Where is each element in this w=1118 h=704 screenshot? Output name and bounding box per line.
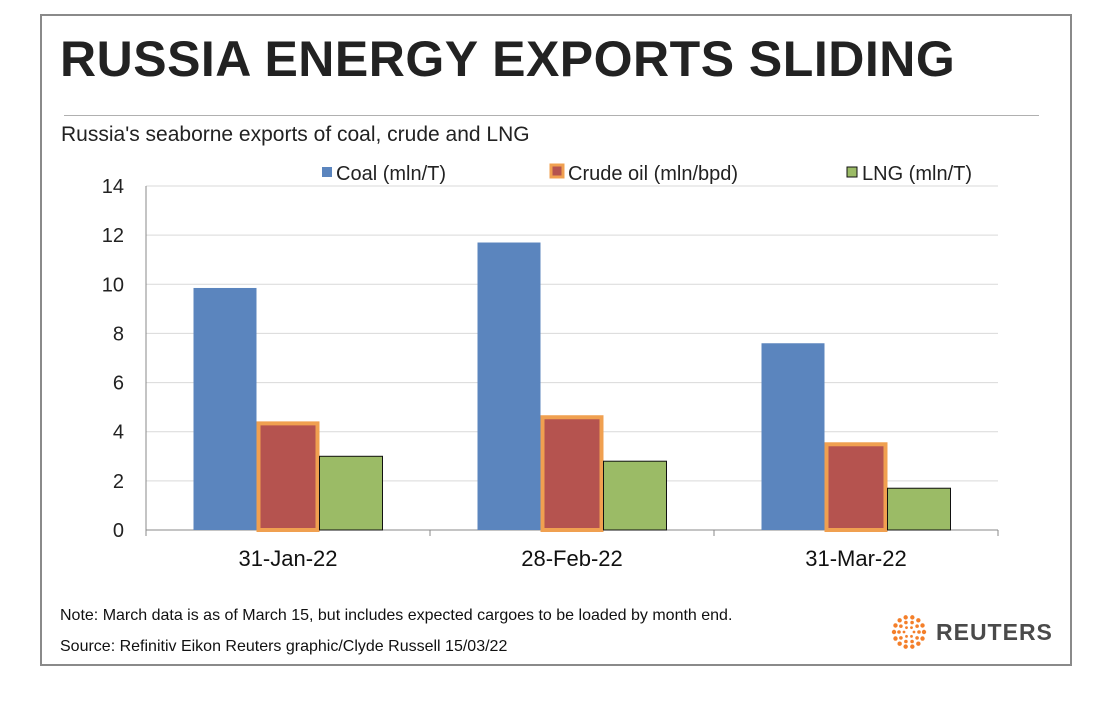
logo-dot (915, 624, 919, 628)
logo-dot (899, 636, 903, 640)
bar-crude-0 (256, 421, 320, 532)
legend-swatch-crude (549, 163, 565, 179)
source-credit: Source: Refinitiv Eikon Reuters graphic/… (60, 638, 508, 655)
x-tick-label: 28-Feb-22 (521, 546, 623, 571)
logo-dot (915, 636, 919, 640)
bar-lng-1 (603, 460, 667, 531)
logo-dot (910, 639, 914, 644)
bar-coal-2 (761, 343, 825, 530)
logo-dot (903, 644, 908, 649)
y-tick-label: 0 (113, 520, 124, 542)
logo-dot (897, 618, 902, 623)
y-tick-label: 4 (113, 422, 124, 444)
logo-dot (904, 639, 908, 644)
y-tick-label: 12 (102, 225, 124, 247)
logo-dot (910, 620, 914, 625)
logo-dot (903, 615, 908, 620)
y-tick-label: 14 (102, 176, 124, 198)
y-tick-label: 6 (113, 373, 124, 395)
logo-dot (902, 630, 906, 634)
logo-dot (899, 624, 903, 628)
bar-crude-1 (540, 415, 604, 532)
logo-dot (910, 615, 915, 620)
bar-coal-0 (193, 287, 257, 530)
bar-crude-2 (824, 442, 888, 532)
reuters-dot-logo-icon (891, 615, 927, 649)
logo-dot (893, 636, 898, 641)
legend-label: LNG (mln/T) (862, 163, 972, 185)
bar-lng-2 (887, 487, 951, 531)
logo-dot (921, 629, 927, 635)
logo-dot (916, 641, 921, 646)
y-tick-label: 2 (113, 471, 124, 493)
logo-dot (905, 634, 908, 638)
legend-label: Coal (mln/T) (336, 163, 446, 185)
logo-dot (891, 629, 897, 635)
y-tick-label: 8 (113, 323, 124, 345)
logo-dot (897, 641, 902, 646)
chart-title: RUSSIA ENERGY EXPORTS SLIDING (60, 31, 956, 87)
footnote: Note: March data is as of March 15, but … (60, 607, 733, 624)
bar-lng-0 (319, 455, 383, 531)
legend-swatch-coal (322, 167, 332, 177)
chart-subtitle: Russia's seaborne exports of coal, crude… (61, 123, 530, 146)
title-divider (64, 115, 1039, 116)
logo-dot (920, 623, 925, 628)
logo-dot (912, 630, 916, 634)
logo-dot (916, 618, 921, 623)
x-tick-label: 31-Mar-22 (805, 546, 906, 571)
logo-dot (920, 636, 925, 641)
logo-dot (893, 623, 898, 628)
legend-label: Crude oil (mln/bpd) (568, 163, 738, 185)
logo-dot (897, 630, 901, 634)
legend-swatch-lng (846, 166, 858, 178)
logo-dot (910, 644, 915, 649)
bar-coal-1 (477, 242, 541, 530)
brand-name: REUTERS (936, 618, 1053, 645)
logo-dot (910, 634, 913, 638)
y-tick-label: 10 (102, 274, 124, 296)
logo-dot (917, 630, 921, 634)
logo-dot (905, 626, 908, 630)
logo-dot (910, 626, 913, 630)
logo-dot (904, 620, 908, 625)
x-tick-label: 31-Jan-22 (238, 546, 337, 571)
reuters-brand: REUTERS (888, 614, 1053, 650)
